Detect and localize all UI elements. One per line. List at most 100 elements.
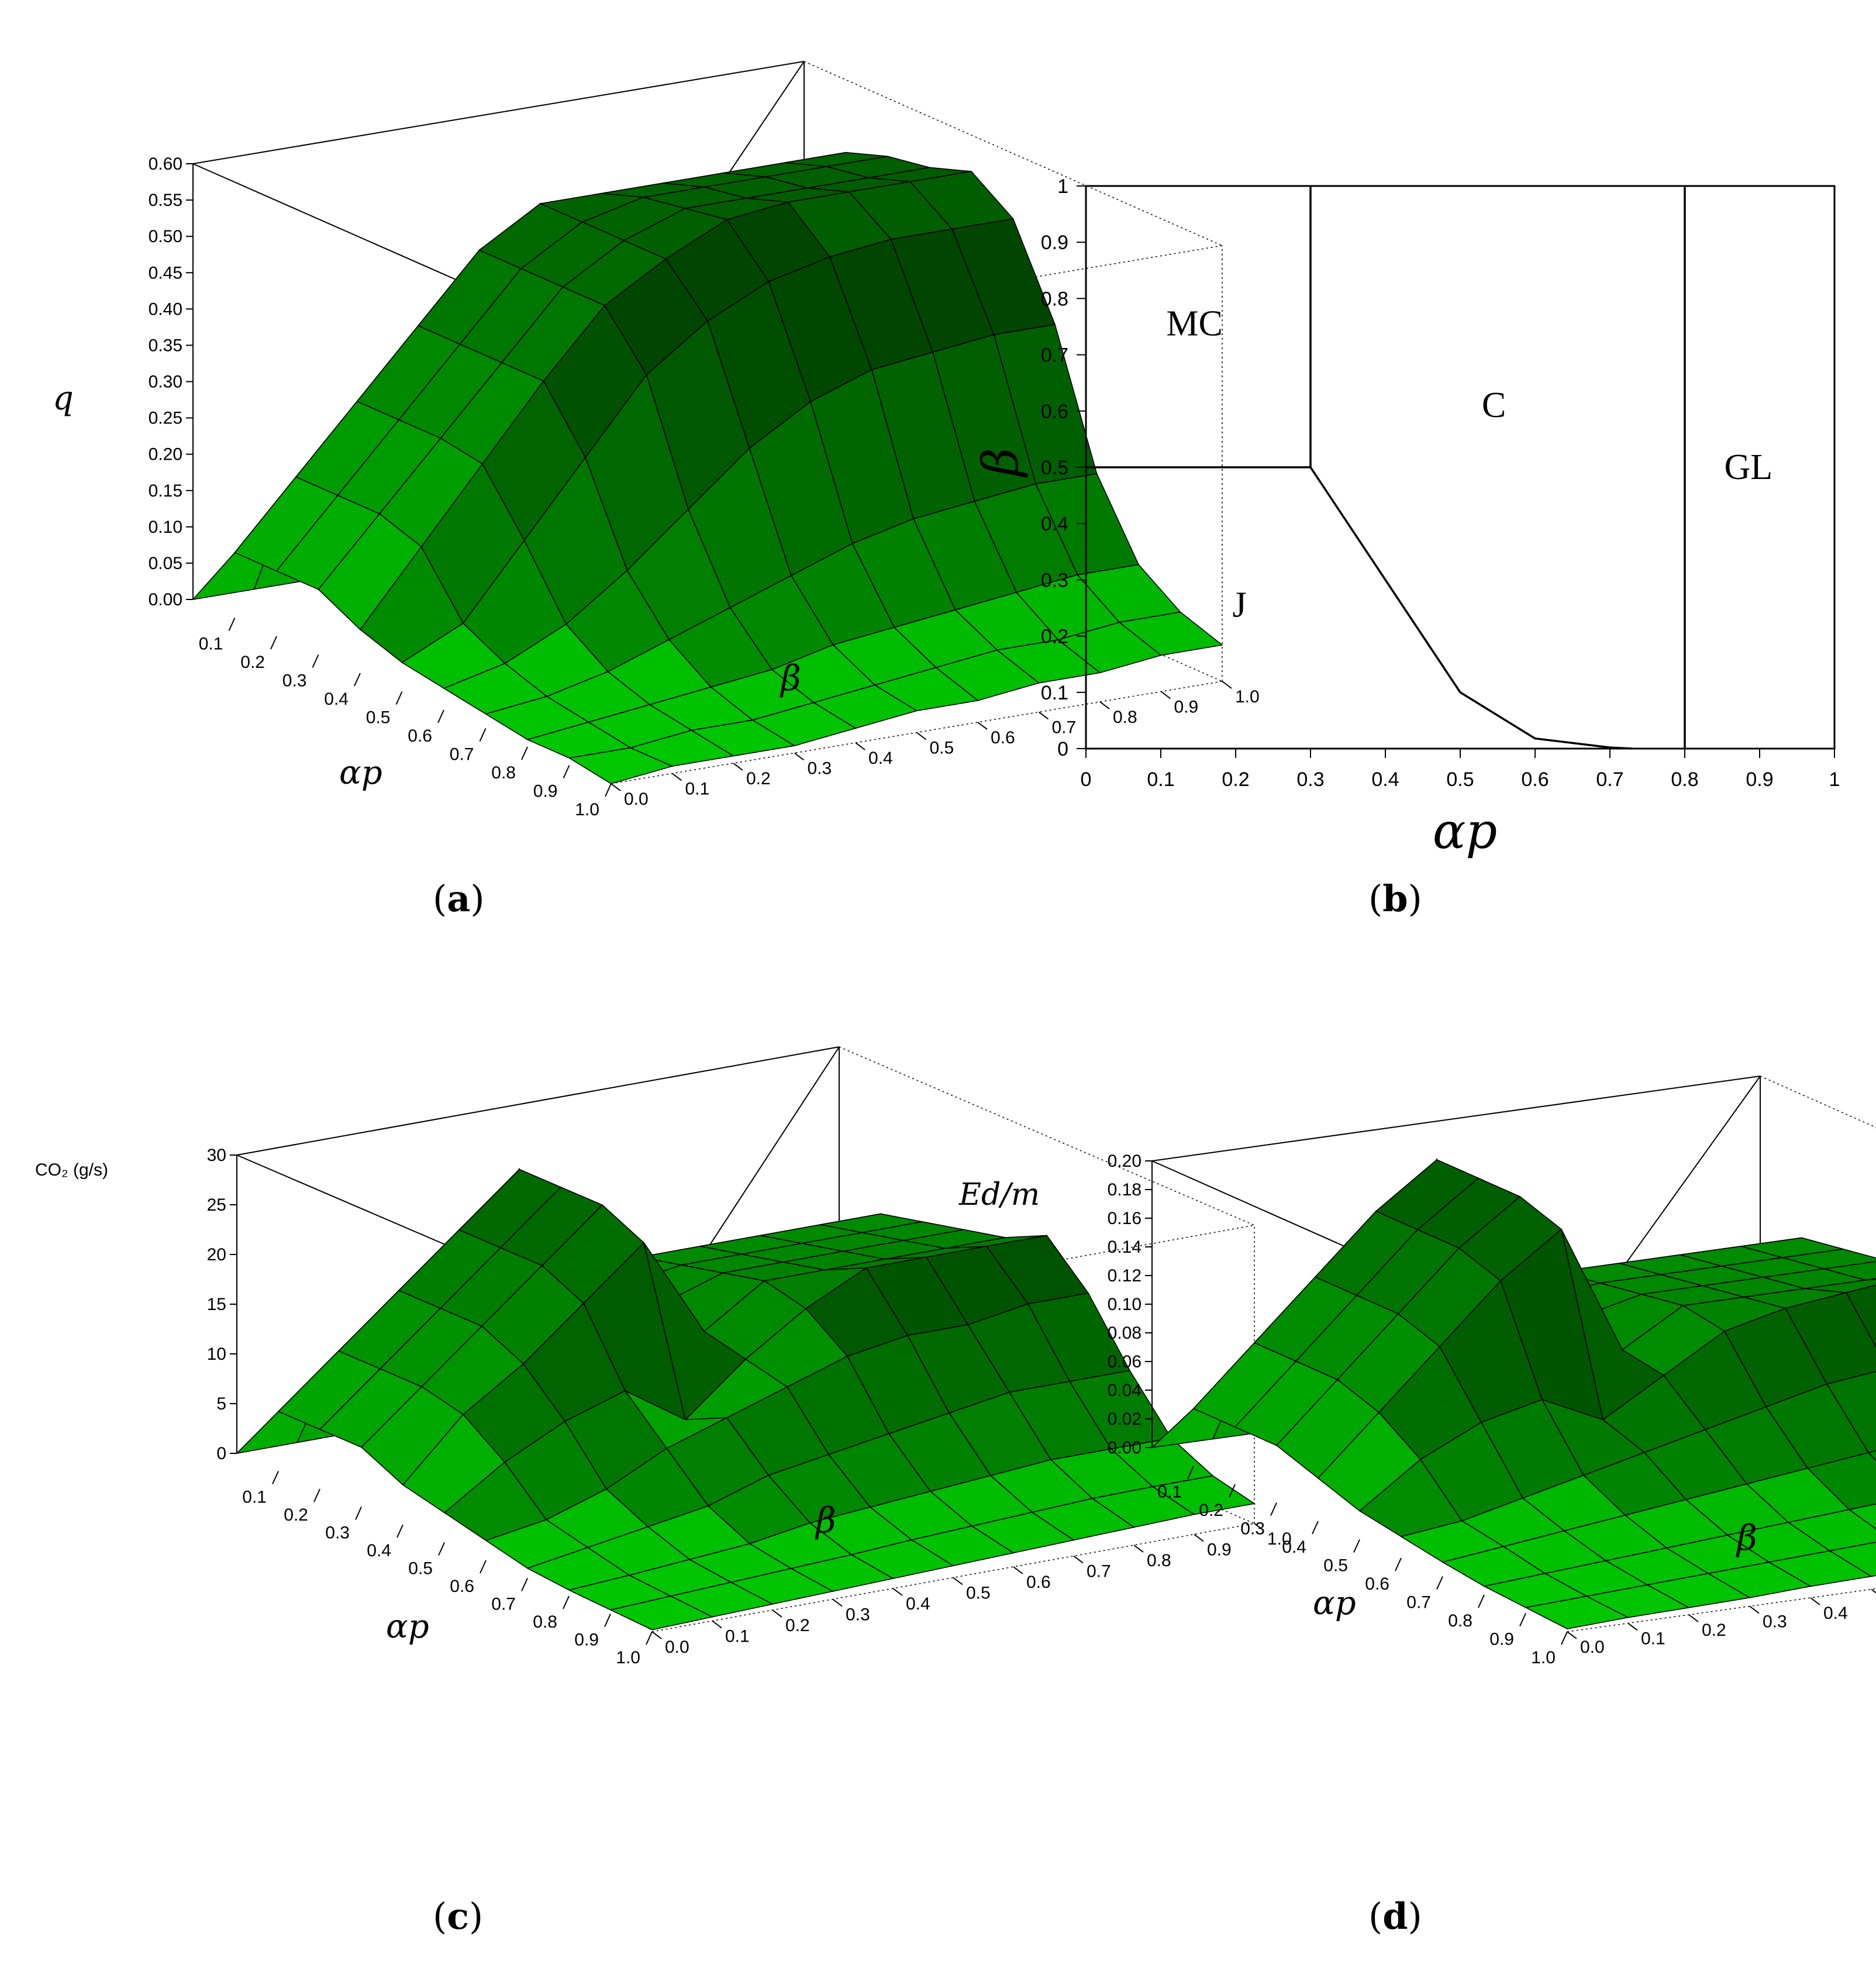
x-tick-label: 1.0 — [616, 1648, 640, 1667]
x-tick-mark — [354, 673, 361, 687]
x-axis-label: αp — [1313, 1584, 1356, 1622]
x-tick-label: 0.2 — [1222, 768, 1249, 791]
x-tick-label: 0.5 — [1446, 768, 1474, 791]
x-tick-mark — [437, 709, 444, 723]
y-tick-mark — [1013, 1566, 1023, 1574]
x-tick-mark — [1187, 1466, 1194, 1479]
y-tick-mark — [1688, 1614, 1699, 1622]
y-tick-label: 0.8 — [1147, 1551, 1171, 1570]
x-tick-mark — [605, 783, 612, 797]
x-tick-mark — [479, 728, 487, 742]
x-tick-mark — [1395, 1557, 1402, 1571]
x-tick-label: 0.4 — [1282, 1538, 1306, 1557]
panel-b-phase-diagram: 0 0.1 0.2 0.3 0.4 0.5 0.6 0.7 0.8 0.9 1 0 0.1 0.2 0.3 0… — [972, 175, 1840, 860]
x-tick-label: 0.1 — [199, 635, 223, 654]
y-tick-mark — [977, 722, 988, 730]
phase-boundary — [1309, 467, 1633, 750]
z-tick-label: 0.18 — [1108, 1180, 1142, 1200]
x-tick-label: 0.6 — [1365, 1574, 1389, 1594]
caption-d: (d) — [1368, 1895, 1422, 1938]
region-label: MC — [1166, 304, 1222, 344]
y-tick-mark — [733, 763, 743, 771]
x-tick-mark — [604, 1614, 611, 1627]
x-tick-label: 0.9 — [533, 782, 558, 801]
y-axis-label: β — [972, 448, 1029, 478]
x-tick-mark — [313, 1488, 320, 1502]
z-tick-label: 5 — [216, 1394, 226, 1414]
x-tick-mark — [646, 1631, 653, 1645]
surface-facet — [1848, 1503, 1876, 1530]
surface-facet — [1524, 1595, 1630, 1629]
x-tick-mark — [1312, 1521, 1319, 1535]
x-tick-mark — [438, 1542, 445, 1556]
x-tick-mark — [1519, 1613, 1526, 1626]
y-tick-mark — [892, 1588, 903, 1596]
y-tick-label: 0.8 — [1041, 288, 1068, 310]
y-tick-label: 0.1 — [725, 1627, 750, 1646]
z-tick-label: 0.00 — [1108, 1438, 1142, 1457]
y-tick-label: 0.5 — [1041, 457, 1068, 479]
x-tick-label: 0.4 — [367, 1541, 391, 1560]
y-tick-label: 0.5 — [930, 739, 954, 758]
x-tick-label: 0.8 — [1671, 768, 1698, 791]
y-tick-label: 0.2 — [1041, 626, 1068, 648]
y-tick-label: 0.9 — [1174, 698, 1199, 717]
x-tick-mark — [1229, 1484, 1236, 1498]
x-tick-mark — [312, 654, 319, 668]
x-tick-mark — [1561, 1631, 1568, 1645]
y-tick-mark — [1160, 691, 1171, 699]
z-tick-label: 0.40 — [149, 299, 182, 319]
x-tick-mark — [521, 746, 528, 760]
x-tick-mark — [563, 765, 570, 778]
z-tick-label: 0.12 — [1108, 1266, 1142, 1285]
box-edge-front — [1151, 1076, 1761, 1161]
x-tick-label: 0.7 — [450, 745, 474, 764]
panel-c-surface-plot: 0 5 10 15 20 25 30 0.1 0.2 0.3 0.4 0.5 0.6 0.7 0.8 0.9 1… — [35, 1046, 1292, 1667]
y-tick-label: 1 — [1057, 175, 1068, 198]
y-tick-mark — [772, 1609, 782, 1618]
y-tick-label: 0.4 — [1823, 1604, 1848, 1623]
x-tick-mark — [1436, 1576, 1443, 1590]
z-tick-label: 20 — [207, 1245, 226, 1264]
y-tick-mark — [953, 1577, 963, 1585]
y-tick-label: 0.1 — [1041, 682, 1068, 704]
caption-c: (c) — [433, 1895, 484, 1938]
x-tick-label: 0.6 — [450, 1577, 474, 1596]
z-tick-label: 0.10 — [1108, 1295, 1142, 1314]
y-tick-mark — [1254, 1523, 1264, 1531]
y-tick-mark — [1810, 1597, 1820, 1605]
x-tick-label: 0.8 — [533, 1612, 557, 1632]
z-tick-label: 0.06 — [1108, 1352, 1142, 1371]
x-tick-label: 0.2 — [284, 1505, 308, 1525]
y-tick-mark — [712, 1620, 722, 1629]
z-tick-label: 0.50 — [149, 227, 182, 246]
z-tick-label: 0.45 — [149, 263, 182, 282]
x-tick-mark — [1478, 1594, 1485, 1608]
y-tick-label: 0.5 — [966, 1584, 991, 1603]
y-tick-label: 0.3 — [808, 759, 832, 778]
x-tick-mark — [480, 1560, 487, 1574]
y-tick-mark — [1133, 1545, 1144, 1553]
x-tick-label: 0.8 — [491, 763, 516, 783]
y-tick-label: 0.1 — [685, 780, 710, 799]
x-tick-label: 0.5 — [366, 708, 391, 728]
y-tick-label: 0 — [1057, 738, 1068, 760]
y-tick-label: 0.4 — [906, 1594, 930, 1614]
y-tick-mark — [1222, 681, 1232, 689]
x-axis-label: αp — [339, 754, 382, 792]
x-tick-label: 0.7 — [491, 1595, 516, 1614]
y-tick-label: 1.0 — [1267, 1529, 1292, 1549]
caption-b: (b) — [1368, 877, 1422, 920]
y-tick-mark — [1073, 1555, 1084, 1564]
z-tick-label: 0.60 — [149, 154, 182, 174]
x-axis-label: αp — [1433, 802, 1498, 860]
x-tick-mark — [1270, 1502, 1277, 1516]
y-tick-mark — [1627, 1622, 1638, 1631]
x-tick-label: 1.0 — [575, 800, 599, 819]
x-tick-mark — [563, 1595, 570, 1609]
region-label: C — [1482, 385, 1506, 425]
x-tick-label: 0.1 — [1157, 1483, 1182, 1502]
x-tick-mark — [395, 691, 403, 705]
y-tick-mark — [1194, 1533, 1204, 1542]
x-tick-mark — [270, 636, 277, 650]
